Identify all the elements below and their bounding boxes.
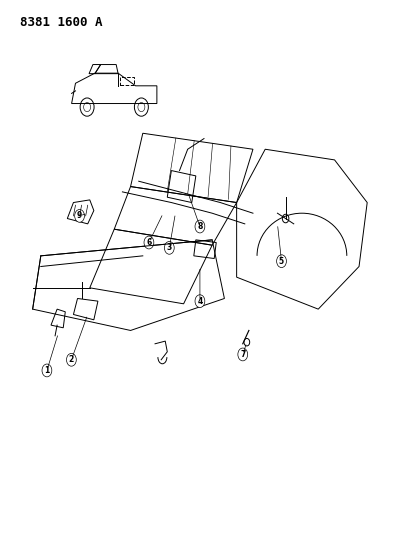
Circle shape <box>164 241 174 254</box>
Text: 8381 1600 A: 8381 1600 A <box>20 16 103 29</box>
Circle shape <box>144 236 154 249</box>
Text: 9: 9 <box>77 212 82 220</box>
Text: 8: 8 <box>197 222 203 231</box>
Circle shape <box>75 209 84 222</box>
Circle shape <box>42 364 52 377</box>
Circle shape <box>195 295 205 308</box>
Circle shape <box>195 220 205 233</box>
Text: 4: 4 <box>197 297 202 305</box>
Circle shape <box>238 348 248 361</box>
Text: 1: 1 <box>44 366 49 375</box>
Text: 3: 3 <box>167 244 172 252</box>
Circle shape <box>277 255 286 268</box>
Circle shape <box>67 353 76 366</box>
Text: 5: 5 <box>279 257 284 265</box>
Text: 7: 7 <box>240 350 246 359</box>
Text: 2: 2 <box>69 356 74 364</box>
Text: 6: 6 <box>146 238 151 247</box>
